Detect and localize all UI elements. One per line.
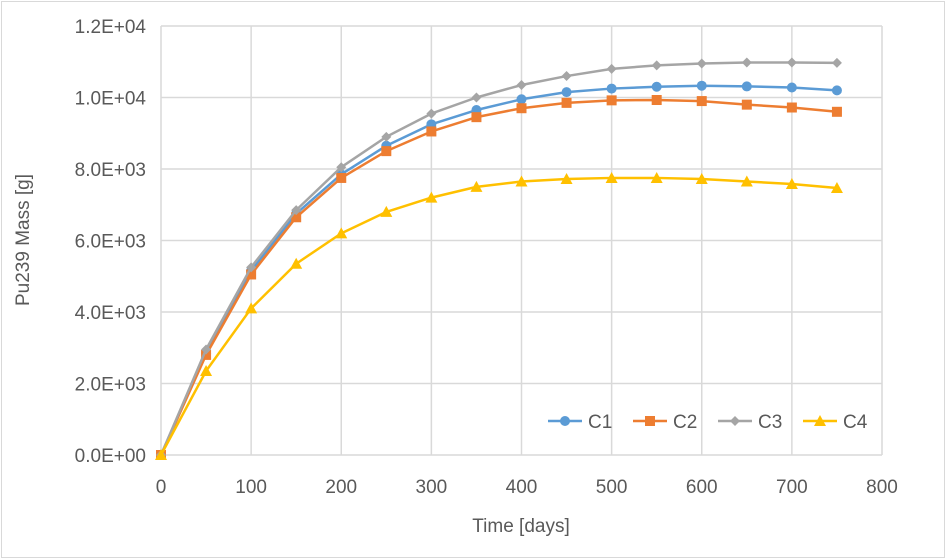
data-point-c1 [741,81,752,92]
data-point-c3 [561,71,572,82]
data-point-c3 [651,60,662,71]
data-point-c4 [155,449,167,460]
data-point-c4 [425,191,438,203]
legend-item-c2: C2 [633,412,697,433]
data-point-c2 [516,103,527,114]
legend-item-c4: C4 [803,412,868,433]
legend-item-c1: C1 [548,412,612,433]
y-tick-label: 4.0E+03 [75,303,146,324]
data-point-c2 [381,146,392,157]
data-point-c2 [336,172,347,183]
data-point-c4 [380,205,393,217]
legend: C1 C2 C3 C4 [548,412,868,433]
data-point-c3 [381,131,392,142]
series-line-c4 [159,176,838,456]
series-line-c2 [159,98,838,456]
y-tick-label: 1.2E+04 [75,17,147,38]
data-point-c3 [291,205,302,216]
y-tick-label: 0.0E+00 [75,446,146,467]
data-point-c2 [291,212,302,223]
data-point-c4 [200,364,213,376]
legend-label: C4 [843,412,868,433]
data-point-c4 [245,302,258,314]
data-point-c3 [516,79,527,90]
series-c3 [156,57,842,460]
y-tick-label: 6.0E+03 [75,232,146,253]
data-point-c1 [606,83,617,94]
y-tick-label: 2.0E+03 [75,375,146,396]
data-point-c1 [561,87,572,98]
data-point-c2 [651,95,662,106]
data-point-c3 [201,344,212,355]
data-point-c1 [831,85,842,96]
data-point-c3 [246,262,257,273]
series-c1 [156,80,842,460]
legend-item-c3: C3 [718,412,782,433]
data-point-c2 [426,126,437,137]
y-axis-title: Pu239 Mass [g] [13,174,34,306]
data-point-c3 [741,57,752,68]
data-point-c2 [201,349,212,360]
y-tick-label: 1.0E+04 [75,89,147,110]
x-tick-label: 800 [866,477,898,498]
data-point-c2 [696,96,707,107]
data-point-c4 [470,180,483,192]
data-point-c3 [786,57,797,68]
x-tick-label: 200 [325,477,357,498]
x-tick-label: 700 [776,477,808,498]
series-line-c3 [159,61,837,456]
y-tick-label: 8.0E+03 [75,160,146,181]
x-tick-label: 500 [596,477,628,498]
series-line-c1 [159,84,838,456]
data-point-c4 [605,171,618,183]
data-point-c2 [471,112,482,123]
data-point-c3 [696,58,707,69]
data-point-c2 [786,102,797,113]
data-point-c2 [741,99,752,110]
legend-marker [560,416,570,426]
data-point-c4 [740,175,753,187]
data-point-c2 [561,97,572,108]
data-point-c2 [831,106,842,117]
data-point-c4 [515,175,528,187]
x-tick-label: 300 [416,477,448,498]
data-point-c4 [290,257,303,269]
x-axis-title: Time [days] [472,516,570,537]
data-point-c4 [650,171,663,183]
series-c4 [155,171,843,460]
x-tick-label: 100 [235,477,267,498]
legend-marker [814,415,826,426]
data-point-c1 [786,82,797,93]
data-point-c2 [246,269,257,280]
data-point-c4 [560,173,573,185]
data-point-c2 [606,95,617,106]
series-group [155,57,843,460]
data-point-c3 [336,162,347,173]
tick-labels: 0 100 200 300 400 500 600 700 800 0.0E+00 2.0E+03 4… [75,17,898,498]
legend-label: C1 [588,412,612,433]
x-tick-label: 600 [686,477,718,498]
data-point-c4 [785,178,798,190]
legend-marker [730,416,740,426]
data-point-c3 [831,57,842,68]
data-point-c3 [426,108,437,119]
data-point-c3 [471,92,482,103]
legend-label: C3 [758,412,782,433]
series-c2 [156,95,842,460]
data-point-c4 [335,227,348,239]
data-point-c4 [695,173,708,185]
data-point-c1 [516,94,527,105]
x-tick-label: 0 [156,477,167,498]
legend-marker [645,416,655,426]
legend-label: C2 [673,412,697,433]
data-point-c3 [606,63,617,74]
x-tick-label: 400 [506,477,538,498]
data-point-c1 [696,80,707,91]
data-point-c1 [651,81,662,92]
gridlines [160,25,883,456]
data-point-c4 [830,181,843,193]
